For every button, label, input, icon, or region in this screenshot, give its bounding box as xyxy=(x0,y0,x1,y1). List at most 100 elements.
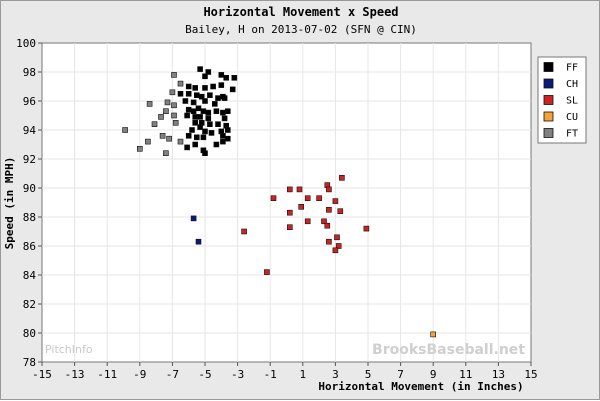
legend-label-sl: SL xyxy=(566,96,578,107)
legend-label-ff: FF xyxy=(566,63,578,74)
point-ff xyxy=(225,108,231,114)
point-ff xyxy=(200,108,207,114)
point-ft xyxy=(146,101,153,107)
data-points xyxy=(122,66,437,338)
legend-label-ft: FT xyxy=(566,129,578,140)
point-ff xyxy=(182,98,189,104)
point-ff xyxy=(192,114,198,120)
point-ff xyxy=(215,121,221,127)
point-sl xyxy=(316,195,322,201)
point-ff xyxy=(194,92,200,98)
point-ff xyxy=(202,128,208,135)
point-ff xyxy=(220,138,226,145)
point-sl xyxy=(296,186,303,193)
point-ff xyxy=(207,92,213,98)
y-tick-labels: 78 80 82 84 86 88 90 92 94 96 98 100 xyxy=(16,37,42,369)
point-ff xyxy=(202,85,208,91)
point-ft xyxy=(171,72,177,78)
x-axis-label: Horizontal Movement (in Inches) xyxy=(318,380,523,393)
point-ft xyxy=(169,89,176,96)
point-ft xyxy=(145,138,151,145)
y-tick-label: 80 xyxy=(23,327,36,340)
legend-label-cu: CU xyxy=(566,112,578,123)
point-ft xyxy=(151,121,158,127)
chart-subtitle: Bailey, H on 2013-07-02 (SFN @ CIN) xyxy=(185,23,417,36)
point-sl xyxy=(339,175,345,181)
legend-swatch-ch xyxy=(543,78,554,89)
point-ff xyxy=(192,141,198,148)
x-tick-label: -15 xyxy=(32,368,52,381)
y-tick-label: 98 xyxy=(23,66,36,79)
point-ff xyxy=(215,95,221,101)
point-ft xyxy=(159,133,166,139)
point-ff xyxy=(218,82,225,88)
point-ff xyxy=(218,72,225,78)
point-ft xyxy=(164,99,171,106)
point-ff xyxy=(185,106,192,113)
point-ff xyxy=(208,130,215,136)
plot-area xyxy=(41,42,532,363)
point-sl xyxy=(241,228,247,235)
x-tick-label: 7 xyxy=(397,368,404,381)
watermark: BrooksBaseball.net xyxy=(372,342,525,358)
y-tick-label: 88 xyxy=(23,211,36,224)
point-ff xyxy=(223,75,229,81)
x-tick-label: -11 xyxy=(97,368,117,381)
x-tick-label: -7 xyxy=(166,368,179,381)
point-ft xyxy=(171,112,177,119)
chart-title: Horizontal Movement x Speed xyxy=(203,5,398,19)
point-sl xyxy=(321,218,327,225)
x-tick-label: 11 xyxy=(459,368,472,381)
x-tick-label: -9 xyxy=(133,368,146,381)
legend-swatch-ft xyxy=(543,128,554,138)
pitchinfo-logo: PitchInfo xyxy=(45,343,93,356)
y-tick-label: 92 xyxy=(23,153,36,166)
point-ff xyxy=(198,93,205,100)
x-tick-label: 1 xyxy=(299,368,306,381)
point-ff xyxy=(185,83,192,90)
legend: FF CH SL CU FT xyxy=(537,56,587,144)
point-ff xyxy=(184,112,190,119)
point-ft xyxy=(172,120,179,126)
point-sl xyxy=(304,195,311,201)
point-ff xyxy=(210,83,216,90)
point-ff xyxy=(220,133,226,139)
point-cu xyxy=(430,331,437,338)
point-ff xyxy=(192,120,198,126)
grid-lines xyxy=(42,43,531,362)
point-ft xyxy=(166,135,172,142)
point-sl xyxy=(326,238,332,245)
legend-label-ch: CH xyxy=(566,79,578,90)
point-ff xyxy=(189,127,195,133)
point-ff xyxy=(231,75,238,81)
x-tick-label: -13 xyxy=(65,368,85,381)
point-ft xyxy=(122,127,128,133)
x-tick-label: 5 xyxy=(365,368,372,381)
point-ff xyxy=(225,135,231,142)
point-sl xyxy=(286,224,293,230)
point-ff xyxy=(213,141,220,148)
point-ff xyxy=(184,144,190,151)
point-ch xyxy=(190,215,197,222)
y-axis-label: Speed (in MPH) xyxy=(3,157,16,250)
x-tick-label: 3 xyxy=(332,368,339,381)
point-ff xyxy=(229,86,236,93)
point-sl xyxy=(298,204,305,210)
point-sl xyxy=(326,207,332,213)
point-sl xyxy=(332,198,339,204)
point-ff xyxy=(205,109,212,116)
y-tick-label: 86 xyxy=(23,240,36,253)
y-tick-label: 96 xyxy=(23,95,36,108)
point-sl xyxy=(334,234,340,241)
point-ff xyxy=(207,121,213,127)
point-ff xyxy=(195,105,202,112)
point-sl xyxy=(326,186,332,193)
point-ff xyxy=(220,109,226,116)
point-ff xyxy=(177,91,184,97)
x-tick-label: -3 xyxy=(231,368,244,381)
y-tick-label: 78 xyxy=(23,356,36,369)
point-sl xyxy=(332,247,339,254)
point-ff xyxy=(192,85,198,91)
